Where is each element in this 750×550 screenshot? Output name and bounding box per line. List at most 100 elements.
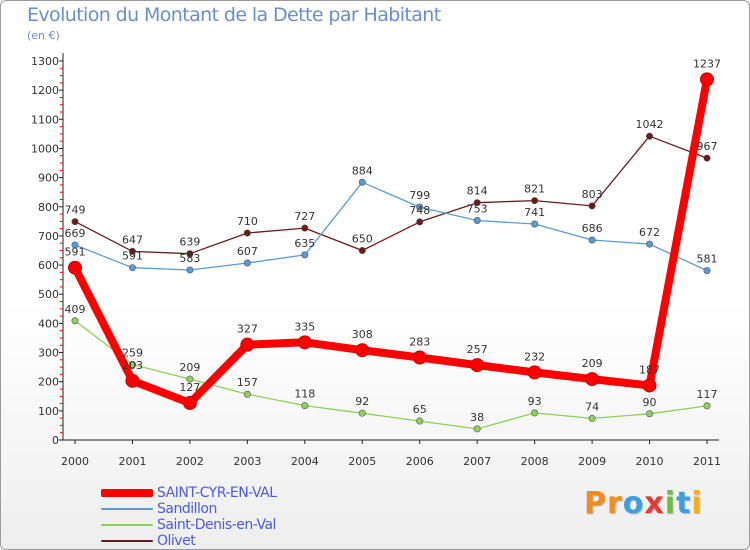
data-point bbox=[416, 417, 424, 425]
logo-letter: o bbox=[622, 486, 645, 521]
data-point bbox=[416, 203, 424, 211]
data-point bbox=[646, 240, 654, 248]
data-point bbox=[358, 247, 366, 255]
y-tick-label: 900 bbox=[38, 172, 59, 185]
logo-letter: r bbox=[607, 486, 623, 521]
data-point bbox=[642, 378, 657, 393]
series-line-saint-cyr-en-val bbox=[71, 75, 711, 407]
data-label: 209 bbox=[179, 361, 200, 374]
x-tick-label: 2006 bbox=[406, 455, 434, 468]
data-point bbox=[358, 409, 366, 417]
data-point bbox=[470, 358, 485, 373]
data-label: 209 bbox=[582, 357, 603, 370]
data-point bbox=[301, 224, 309, 232]
y-tick-label: 600 bbox=[38, 259, 59, 272]
series-line-sandillon bbox=[74, 181, 708, 272]
data-label: 92 bbox=[355, 395, 369, 408]
y-tick-label: 400 bbox=[38, 317, 59, 330]
chart-axes: 0 100 200 300 400 500 600 700 800 900 1000 1100 1200… bbox=[31, 53, 721, 468]
data-point bbox=[531, 409, 539, 417]
data-point bbox=[128, 360, 136, 368]
data-label: 127 bbox=[179, 381, 200, 394]
data-label: 259 bbox=[122, 346, 143, 359]
data-point bbox=[703, 402, 711, 410]
data-point bbox=[358, 178, 366, 186]
series-layer bbox=[68, 72, 714, 433]
data-label: 90 bbox=[643, 396, 657, 409]
data-point bbox=[243, 390, 251, 398]
data-label: 884 bbox=[352, 164, 373, 177]
data-label: 749 bbox=[65, 204, 86, 217]
data-point bbox=[128, 264, 136, 272]
data-point bbox=[355, 343, 370, 358]
data-point bbox=[531, 220, 539, 228]
logo-letter: i bbox=[691, 486, 703, 521]
data-point bbox=[71, 218, 79, 226]
data-point bbox=[71, 317, 79, 325]
data-label: 409 bbox=[65, 303, 86, 316]
legend-swatch-sandillon bbox=[101, 508, 153, 510]
data-label: 821 bbox=[524, 183, 545, 196]
data-label: 38 bbox=[470, 411, 484, 424]
data-label: 74 bbox=[585, 400, 599, 413]
data-point bbox=[125, 373, 140, 388]
data-label: 1042 bbox=[636, 118, 664, 131]
data-label: 669 bbox=[65, 227, 86, 240]
data-point bbox=[700, 72, 714, 87]
data-label: 591 bbox=[65, 246, 86, 259]
logo-letter: x bbox=[644, 486, 665, 521]
logo-letter: P bbox=[584, 486, 607, 521]
data-point bbox=[71, 241, 79, 249]
data-point bbox=[182, 395, 197, 410]
data-point bbox=[646, 410, 654, 418]
data-label: 741 bbox=[524, 206, 545, 219]
data-point bbox=[527, 365, 542, 380]
data-point bbox=[301, 251, 309, 259]
data-label: 232 bbox=[524, 350, 545, 363]
data-label: 650 bbox=[352, 233, 373, 246]
data-label: 635 bbox=[294, 237, 315, 250]
data-point bbox=[588, 202, 596, 210]
chart-subtitle: (en €) bbox=[27, 29, 60, 42]
data-point bbox=[186, 266, 194, 274]
data-point bbox=[297, 335, 312, 350]
x-tick-label: 2001 bbox=[118, 455, 146, 468]
data-label: 93 bbox=[528, 395, 542, 408]
data-label: 647 bbox=[122, 233, 143, 246]
data-label: 727 bbox=[294, 210, 315, 223]
data-label: 335 bbox=[294, 320, 315, 333]
legend-swatch-saint-cyr-en-val bbox=[101, 489, 153, 497]
data-label: 814 bbox=[467, 185, 488, 198]
data-label: 803 bbox=[582, 188, 603, 201]
x-tick-label: 2009 bbox=[578, 455, 606, 468]
data-label: 799 bbox=[409, 189, 430, 202]
data-label: 1237 bbox=[693, 57, 721, 70]
data-label: 65 bbox=[413, 403, 427, 416]
data-point bbox=[243, 229, 251, 237]
data-labels: 591 203 127 327 335 308 283 257 232 209 187 1237 669… bbox=[65, 57, 722, 424]
data-label: 283 bbox=[409, 335, 430, 348]
data-point bbox=[585, 372, 600, 387]
y-tick-label: 300 bbox=[38, 347, 59, 360]
y-tick-label: 200 bbox=[38, 376, 59, 389]
data-label: 748 bbox=[409, 204, 430, 217]
data-point bbox=[186, 250, 194, 258]
data-label: 967 bbox=[697, 140, 718, 153]
data-point bbox=[588, 236, 596, 244]
proxiti-logo: Proxiti bbox=[584, 486, 703, 521]
x-tick-label: 2004 bbox=[291, 455, 319, 468]
x-tick-label: 2000 bbox=[61, 455, 89, 468]
x-tick-label: 2003 bbox=[233, 455, 261, 468]
data-label: 327 bbox=[237, 323, 258, 336]
x-tick-label: 2002 bbox=[176, 455, 204, 468]
data-point bbox=[473, 199, 481, 207]
data-label: 581 bbox=[697, 253, 718, 266]
x-tick-label: 2008 bbox=[521, 455, 549, 468]
logo-letter: i bbox=[664, 486, 677, 521]
data-point bbox=[243, 259, 251, 267]
data-point bbox=[531, 197, 539, 205]
data-label: 686 bbox=[582, 222, 603, 235]
data-point bbox=[186, 375, 194, 383]
y-tick-label: 100 bbox=[38, 405, 59, 418]
